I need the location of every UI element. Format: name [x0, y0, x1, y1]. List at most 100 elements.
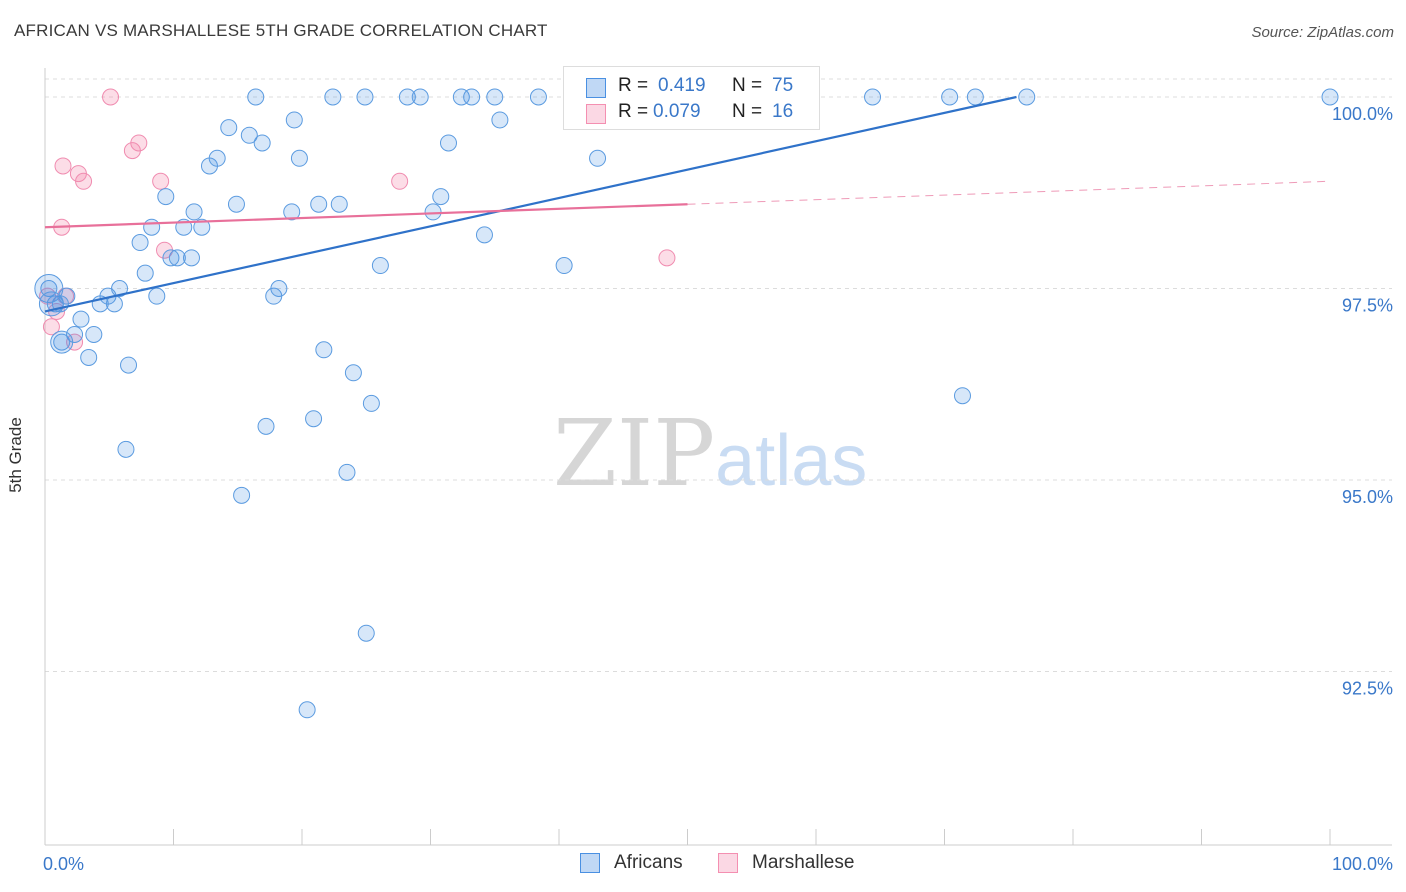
- marshallese-point: [42, 318, 60, 336]
- africans-point-large: [38, 291, 64, 317]
- africans-trendline: [44, 95, 1017, 313]
- marshallese-trendline: [44, 203, 688, 229]
- r-value: 0.079: [653, 101, 701, 122]
- marshallese-point: [102, 88, 120, 106]
- watermark: ZIPatlas: [553, 400, 867, 507]
- watermark-zip: ZIP: [553, 400, 716, 507]
- africans-point: [529, 88, 547, 106]
- y-tick-label: 92.5%: [1342, 679, 1393, 699]
- africans-point: [233, 486, 251, 504]
- africans-point: [270, 280, 288, 297]
- x-tick-label: 0.0%: [43, 854, 84, 874]
- africans-point: [185, 203, 203, 221]
- marshallese-swatch: [586, 104, 606, 124]
- marshallese-trendline-extension: [687, 180, 1331, 205]
- africans-point: [357, 624, 375, 642]
- marshallese-legend-swatch: [718, 853, 738, 873]
- africans-point: [298, 701, 316, 719]
- africans-point: [208, 149, 226, 167]
- marshallese-point: [658, 249, 676, 267]
- marshallese-point: [54, 157, 72, 175]
- africans-point: [285, 111, 303, 129]
- watermark-atlas: atlas: [715, 421, 868, 501]
- africans-point: [72, 310, 90, 328]
- x-tick-label: 100.0%: [1332, 854, 1393, 874]
- chart-title: AFRICAN VS MARSHALLESE 5TH GRADE CORRELA…: [14, 21, 548, 40]
- r-value: 0.419: [658, 75, 706, 96]
- africans-point: [330, 195, 348, 213]
- africans-point: [362, 394, 380, 412]
- africans-point: [941, 88, 959, 106]
- africans-point: [85, 325, 103, 343]
- africans-point: [315, 341, 333, 359]
- legend-africans-label: Africans: [614, 852, 683, 873]
- africans-point: [111, 280, 129, 297]
- africans-point: [953, 387, 971, 405]
- africans-point: [290, 149, 308, 167]
- africans-point: [257, 417, 275, 435]
- africans-point: [452, 88, 470, 106]
- africans-point: [344, 364, 362, 382]
- africans-point: [324, 88, 342, 106]
- africans-point: [371, 257, 389, 275]
- n-label: N =: [732, 75, 763, 96]
- africans-point: [356, 88, 374, 106]
- africans-point: [463, 88, 481, 106]
- africans-point-large: [50, 330, 74, 354]
- africans-point: [168, 249, 186, 267]
- africans-point: [305, 410, 323, 428]
- africans-point: [157, 188, 175, 206]
- africans-point: [120, 356, 138, 374]
- marshallese-point: [130, 134, 148, 152]
- y-tick-label: 100.0%: [1332, 104, 1393, 124]
- africans-point: [411, 88, 429, 106]
- africans-point: [475, 226, 493, 244]
- africans-point: [310, 195, 328, 213]
- africans-point: [117, 440, 135, 458]
- africans-point: [864, 88, 882, 106]
- stats-legend: R = 0.419 N = 75 R = 0.079 N = 16: [563, 66, 820, 130]
- africans-point: [439, 134, 457, 152]
- r-label: R =: [618, 101, 649, 122]
- legend-marshallese-label: Marshallese: [752, 852, 855, 873]
- africans-point: [491, 111, 509, 129]
- y-tick-label: 97.5%: [1342, 296, 1393, 316]
- source-label: Source: ZipAtlas.com: [1251, 24, 1394, 41]
- r-label: R =: [618, 75, 649, 96]
- y-axis-label: 5th Grade: [6, 417, 25, 493]
- n-label: N =: [732, 101, 763, 122]
- africans-point: [227, 195, 245, 213]
- africans-point: [240, 126, 258, 144]
- africans-point: [220, 119, 238, 137]
- africans-point: [338, 463, 356, 481]
- africans-point: [589, 149, 607, 167]
- africans-point: [1018, 88, 1036, 106]
- africans-point: [966, 88, 984, 106]
- africans-point: [80, 348, 98, 366]
- africans-point: [162, 249, 180, 267]
- africans-point: [148, 287, 166, 305]
- africans-point: [253, 134, 271, 152]
- africans-point: [66, 325, 84, 343]
- africans-point: [486, 88, 504, 106]
- africans-point: [136, 264, 154, 282]
- marshallese-point: [152, 172, 170, 190]
- africans-point: [131, 234, 149, 252]
- africans-point: [424, 203, 442, 221]
- africans-point-large: [34, 274, 64, 303]
- n-value: 16: [772, 101, 794, 122]
- y-tick-label: 95.0%: [1342, 487, 1393, 507]
- africans-point: [398, 88, 416, 106]
- africans-point: [247, 88, 265, 106]
- africans-point: [53, 333, 71, 351]
- africans-point: [1321, 88, 1339, 106]
- marshallese-point: [391, 172, 409, 190]
- africans-point: [283, 203, 301, 221]
- africans-point: [432, 188, 450, 206]
- africans-swatch: [586, 78, 606, 98]
- africans-point: [143, 218, 161, 236]
- africans-point: [555, 257, 573, 275]
- africans-point: [193, 218, 211, 236]
- africans-legend-swatch: [580, 853, 600, 873]
